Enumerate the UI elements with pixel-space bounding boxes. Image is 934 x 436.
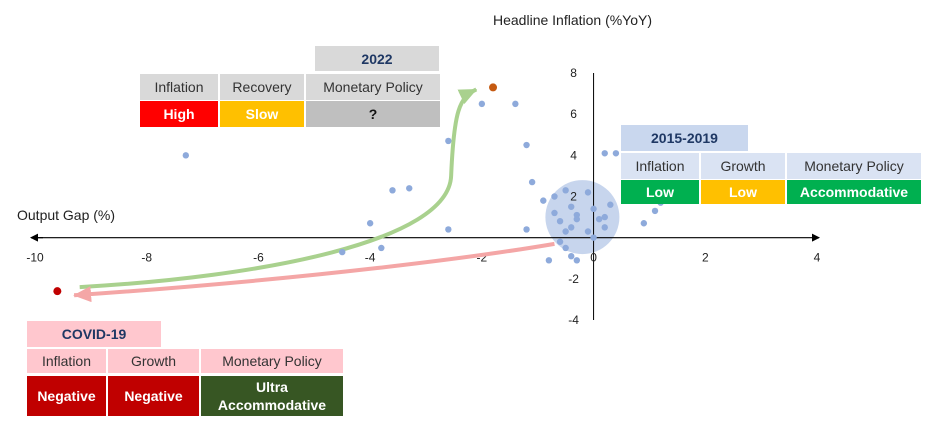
highlight-point bbox=[489, 83, 498, 92]
scatter-point bbox=[528, 178, 536, 186]
panel-covid-value-inflation: Negative bbox=[27, 376, 106, 416]
y-tick-label: -2 bbox=[568, 272, 579, 286]
y-tick-label: 2 bbox=[570, 190, 577, 204]
scatter-point bbox=[568, 252, 575, 260]
x-axis-label: Output Gap (%) bbox=[17, 207, 116, 223]
y-tick-label: -4 bbox=[568, 313, 579, 327]
cluster-circle bbox=[545, 180, 620, 255]
x-tick-label: -4 bbox=[365, 251, 376, 265]
y-tick-label: 4 bbox=[570, 148, 577, 162]
scatter-point bbox=[182, 152, 190, 159]
scatter-point bbox=[378, 244, 385, 252]
panel-2022-header-policy: Monetary Policy bbox=[306, 74, 440, 100]
panel-covid-title: COVID-19 bbox=[27, 321, 161, 347]
scatter-point bbox=[573, 257, 581, 264]
panel-2015-value-growth: Low bbox=[701, 180, 785, 204]
x-tick-label: 2 bbox=[702, 251, 709, 265]
y-axis-label: Headline Inflation (%YoY) bbox=[493, 12, 653, 28]
scatter-point bbox=[540, 197, 547, 204]
panel-2015-title: 2015-2019 bbox=[621, 125, 748, 151]
panel-covid-value-growth: Negative bbox=[108, 376, 199, 416]
panel-2015-value-policy: Accommodative bbox=[787, 180, 921, 204]
panel-covid-header-inflation: Inflation bbox=[27, 349, 106, 373]
scatter-point bbox=[556, 218, 564, 225]
scatter-point bbox=[545, 257, 553, 264]
scatter-point bbox=[389, 187, 396, 194]
panel-2022-header-recovery: Recovery bbox=[220, 74, 304, 100]
scatter-point bbox=[445, 226, 452, 233]
panel-2022-value-recovery: Slow bbox=[220, 101, 304, 127]
x-tick-label: -10 bbox=[26, 251, 44, 265]
scatter-point bbox=[612, 150, 620, 157]
x-tick-label: 4 bbox=[814, 251, 821, 265]
scatter-point bbox=[551, 193, 558, 200]
panel-covid-value-policy: Ultra Accommodative bbox=[201, 376, 343, 416]
scatter-point bbox=[406, 185, 413, 192]
panel-2015-header-inflation: Inflation bbox=[621, 153, 699, 179]
panel-2022-value-inflation: High bbox=[140, 101, 218, 127]
scatter-point bbox=[523, 141, 530, 149]
scatter-point bbox=[445, 137, 452, 145]
scatter-point bbox=[584, 189, 592, 196]
scatter-point bbox=[601, 213, 608, 221]
panel-covid-header-policy: Monetary Policy bbox=[201, 349, 343, 373]
scatter-point bbox=[512, 100, 519, 108]
scatter-point bbox=[651, 207, 659, 215]
scatter-point bbox=[478, 100, 486, 108]
scatter-point bbox=[562, 228, 569, 235]
scatter-point bbox=[601, 224, 608, 231]
scatter-point bbox=[339, 248, 346, 256]
scatter-point bbox=[601, 150, 608, 157]
scatter-point bbox=[568, 203, 575, 210]
scatter-point bbox=[607, 201, 614, 208]
x-tick-label: 0 bbox=[590, 251, 597, 265]
panel-covid-header-growth: Growth bbox=[108, 349, 199, 373]
scatter-point bbox=[568, 224, 575, 231]
panel-2015-value-inflation: Low bbox=[621, 180, 699, 204]
scatter-point bbox=[562, 244, 569, 252]
panel-2015-header-policy: Monetary Policy bbox=[787, 153, 921, 179]
scatter-point bbox=[590, 205, 597, 213]
scatter-point bbox=[640, 220, 648, 227]
scatter-point bbox=[595, 215, 603, 223]
arrow-to-2022 bbox=[79, 87, 478, 290]
scatter-point bbox=[584, 228, 592, 235]
scatter-point bbox=[551, 209, 558, 217]
x-tick-label: -8 bbox=[141, 251, 152, 265]
y-tick-label: 6 bbox=[570, 107, 577, 121]
arrow-to-covid bbox=[73, 241, 555, 303]
scatter-point bbox=[562, 187, 569, 194]
scatter-point bbox=[556, 238, 564, 245]
panel-2015-header-growth: Growth bbox=[701, 153, 785, 179]
panel-2022-header-inflation: Inflation bbox=[140, 74, 218, 100]
scatter-point bbox=[523, 226, 530, 233]
x-tick-label: -2 bbox=[477, 251, 488, 265]
panel-2022-value-policy: ? bbox=[306, 101, 440, 127]
highlight-point bbox=[53, 287, 62, 296]
scatter-point bbox=[590, 234, 597, 241]
y-tick-label: 8 bbox=[570, 66, 577, 80]
x-tick-label: -6 bbox=[253, 251, 264, 265]
panel-2022-title: 2022 bbox=[315, 46, 439, 71]
scatter-point bbox=[573, 215, 581, 223]
scatter-point bbox=[366, 220, 374, 227]
